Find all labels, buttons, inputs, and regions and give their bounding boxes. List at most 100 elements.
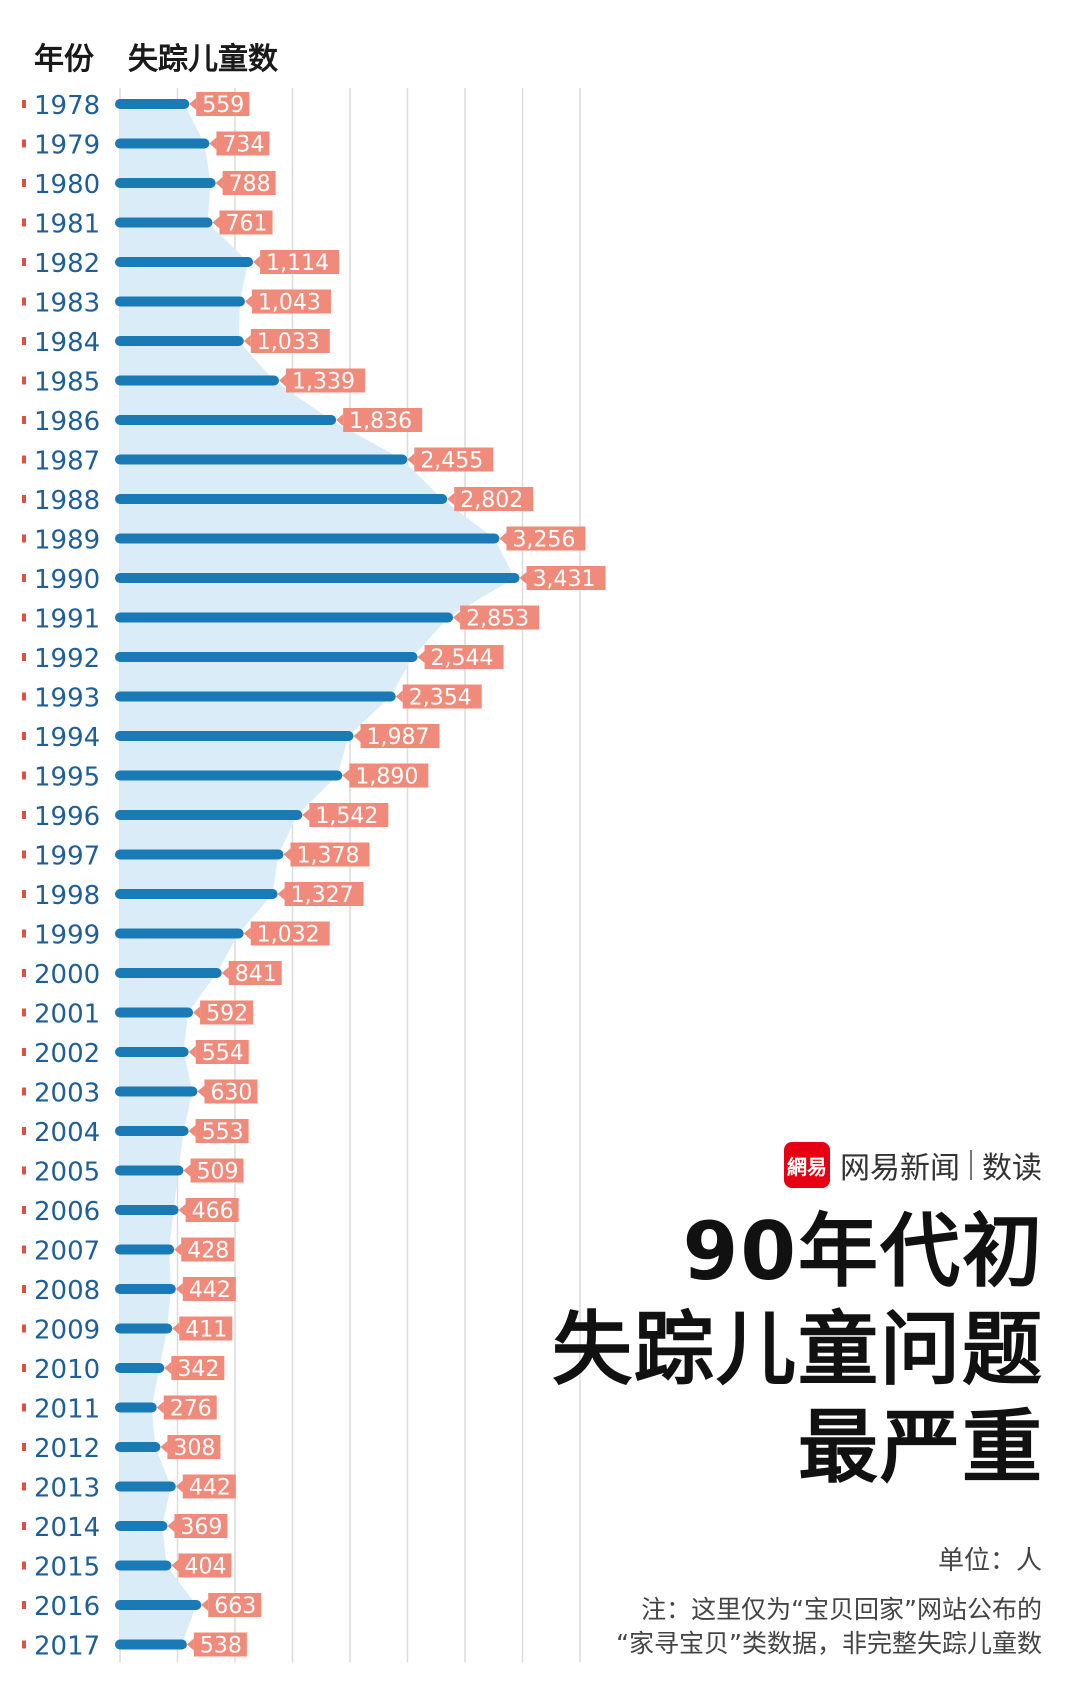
value-label: 1,339 bbox=[292, 370, 355, 395]
year-label: 1981 bbox=[34, 210, 100, 240]
year-tick bbox=[22, 653, 26, 661]
value-label: 2,354 bbox=[409, 686, 472, 711]
value-label: 1,032 bbox=[257, 923, 320, 948]
value-label-box bbox=[309, 803, 389, 827]
year-label: 2011 bbox=[34, 1395, 100, 1425]
year-label: 2017 bbox=[34, 1632, 100, 1662]
year-tick bbox=[22, 376, 26, 385]
year-label: 1979 bbox=[34, 131, 100, 161]
value-label: 761 bbox=[226, 212, 268, 237]
year-label: 2009 bbox=[34, 1316, 100, 1346]
year-tick bbox=[22, 574, 26, 582]
value-label: 559 bbox=[202, 93, 244, 118]
year-label: 1988 bbox=[34, 486, 100, 516]
value-label: 663 bbox=[214, 1594, 256, 1619]
value-label-box bbox=[360, 724, 440, 748]
year-label: 1996 bbox=[34, 802, 100, 832]
value-label-pointer bbox=[160, 1441, 168, 1453]
value-label-pointer bbox=[189, 98, 197, 110]
value-label: 442 bbox=[189, 1278, 231, 1303]
year-tick bbox=[22, 100, 26, 108]
value-label-pointer bbox=[188, 1125, 196, 1137]
value-label-box bbox=[250, 329, 330, 353]
value-label-pointer bbox=[209, 137, 217, 150]
value-label-pointer bbox=[212, 216, 220, 229]
value-label-pointer bbox=[201, 1599, 209, 1611]
value-label-box bbox=[163, 1395, 217, 1420]
year-tick bbox=[22, 1364, 26, 1372]
value-label-box bbox=[208, 1593, 262, 1617]
value-label: 404 bbox=[184, 1555, 226, 1580]
year-label: 1983 bbox=[34, 289, 100, 319]
value-label-box bbox=[167, 1435, 221, 1459]
value-label-pointer bbox=[197, 1085, 205, 1098]
year-tick bbox=[22, 771, 26, 780]
value-label-box bbox=[260, 250, 340, 274]
value-label: 411 bbox=[185, 1318, 227, 1343]
value-label: 342 bbox=[177, 1357, 219, 1382]
value-label-box bbox=[526, 566, 606, 590]
value-label: 1,987 bbox=[367, 725, 430, 750]
value-label-pointer bbox=[283, 848, 291, 861]
value-label-box bbox=[204, 1079, 258, 1104]
value-label-pointer bbox=[215, 177, 223, 189]
value-label-pointer bbox=[395, 690, 403, 703]
year-tick bbox=[22, 534, 26, 543]
value-label-pointer bbox=[183, 1164, 191, 1177]
value-label-box bbox=[228, 961, 282, 985]
year-label: 2001 bbox=[34, 1000, 100, 1030]
value-label-pointer bbox=[221, 967, 229, 979]
value-label-pointer bbox=[342, 769, 350, 782]
year-label: 1999 bbox=[34, 921, 100, 951]
value-label-pointer bbox=[174, 1243, 182, 1256]
brand-divider bbox=[970, 1150, 972, 1180]
value-label: 276 bbox=[170, 1397, 212, 1422]
value-label-box bbox=[343, 408, 423, 432]
value-label: 1,043 bbox=[258, 291, 321, 316]
year-label: 2015 bbox=[34, 1553, 100, 1583]
year-tick bbox=[22, 1206, 26, 1214]
value-label-box bbox=[285, 368, 365, 393]
year-tick bbox=[22, 258, 26, 266]
value-label: 630 bbox=[210, 1081, 252, 1106]
value-label: 1,836 bbox=[349, 409, 412, 434]
year-tick bbox=[22, 455, 26, 464]
year-label: 1991 bbox=[34, 605, 100, 635]
year-tick bbox=[22, 1403, 26, 1412]
value-label-pointer bbox=[188, 1046, 196, 1058]
year-tick bbox=[22, 1245, 26, 1254]
year-tick bbox=[22, 850, 26, 859]
value-label: 2,455 bbox=[420, 449, 483, 474]
year-tick bbox=[22, 1522, 26, 1530]
value-label-pointer bbox=[171, 1559, 179, 1572]
year-tick bbox=[22, 969, 26, 977]
year-label: 1978 bbox=[34, 91, 100, 121]
value-label-pointer bbox=[164, 1362, 172, 1374]
year-tick bbox=[22, 1087, 26, 1096]
year-label: 2014 bbox=[34, 1513, 100, 1543]
value-label-pointer bbox=[353, 730, 361, 742]
year-label: 2006 bbox=[34, 1197, 100, 1227]
year-label: 1994 bbox=[34, 723, 100, 753]
value-label-box bbox=[195, 1119, 249, 1143]
value-label: 1,114 bbox=[266, 251, 329, 276]
value-label-box bbox=[349, 763, 429, 788]
value-label-box bbox=[182, 1474, 236, 1499]
year-label: 1992 bbox=[34, 644, 100, 674]
brand-section: 数读 bbox=[982, 1151, 1042, 1186]
year-tick bbox=[22, 692, 26, 701]
value-label: 308 bbox=[173, 1436, 215, 1461]
value-label-pointer bbox=[407, 453, 415, 466]
value-label-box bbox=[200, 1000, 254, 1025]
value-label-pointer bbox=[172, 1322, 180, 1335]
value-column-header: 失踪儿童数 bbox=[128, 42, 278, 77]
year-label: 1990 bbox=[34, 565, 100, 595]
note-line-2: “家寻宝贝”类数据，非完整失踪儿童数 bbox=[616, 1629, 1042, 1658]
year-tick bbox=[22, 297, 26, 306]
value-label-box bbox=[251, 289, 331, 314]
brand-mark: 網易 网易新闻 数读 bbox=[784, 1142, 1042, 1188]
value-label-box bbox=[195, 1040, 249, 1064]
value-label: 554 bbox=[202, 1041, 244, 1066]
value-label-box bbox=[414, 447, 494, 472]
